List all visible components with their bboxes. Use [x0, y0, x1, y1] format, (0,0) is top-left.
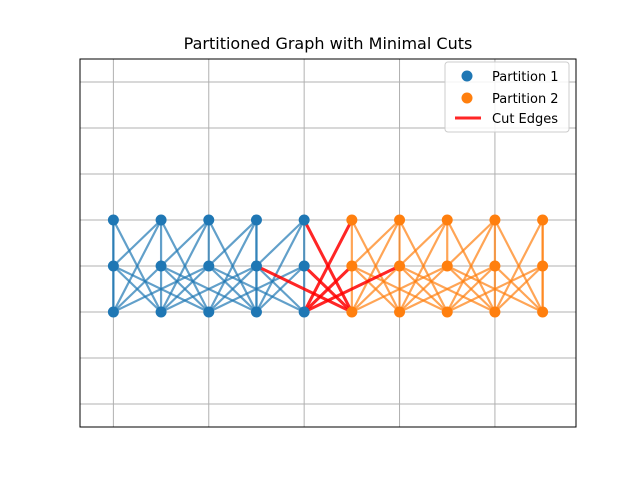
- node-partition-2: [346, 260, 358, 272]
- edge-partition-2: [350, 218, 401, 268]
- node-partition-1: [203, 214, 215, 226]
- edge-layer: [112, 218, 544, 314]
- edge-partition-2: [350, 264, 449, 314]
- node-partition-2: [346, 214, 358, 226]
- edge-partition-2: [350, 264, 401, 314]
- node-partition-1: [155, 214, 167, 226]
- edge-partition-2: [398, 264, 449, 314]
- edge-partition-2: [493, 218, 544, 314]
- node-partition-2: [394, 214, 406, 226]
- edge-partition-1: [159, 264, 258, 314]
- node-partition-2: [394, 306, 406, 318]
- node-partition-1: [155, 306, 167, 318]
- edge-partition-1: [112, 218, 163, 268]
- edge-partition-1: [255, 218, 306, 314]
- node-partition-1: [203, 260, 215, 272]
- node-partition-2: [441, 214, 453, 226]
- node-partition-2: [537, 214, 549, 226]
- edge-partition-1: [112, 264, 163, 314]
- edge-partition-1: [207, 264, 306, 314]
- legend-box: [444, 61, 570, 133]
- edge-partition-1: [255, 218, 306, 268]
- edge-partition-1: [159, 264, 210, 314]
- edge-partition-1: [255, 264, 306, 314]
- edge-partition-1: [207, 264, 258, 314]
- node-partition-1: [107, 214, 119, 226]
- edge-partition-1: [112, 264, 210, 314]
- node-partition-2: [489, 306, 501, 318]
- legend: Partition 1 Partition 2 Cut Edges: [444, 61, 570, 133]
- edge-partition-2: [398, 218, 449, 314]
- node-partition-1: [203, 306, 215, 318]
- edge-partition-1: [159, 218, 210, 314]
- plot-frame: [79, 58, 577, 428]
- node-partition-2: [489, 260, 501, 272]
- node-partition-2: [489, 214, 501, 226]
- edge-partition-2: [493, 264, 544, 314]
- edge-partition-2: [398, 264, 497, 314]
- cut-edge: [302, 264, 402, 314]
- node-partition-2: [394, 260, 406, 272]
- node-partition-2: [441, 306, 453, 318]
- node-partition-2: [537, 306, 549, 318]
- node-partition-1: [250, 260, 262, 272]
- node-partition-1: [250, 214, 262, 226]
- legend-marker-partition-1: [461, 70, 473, 82]
- edge-partition-1: [207, 218, 258, 268]
- edge-partition-2: [446, 264, 544, 314]
- edge-partition-1: [207, 218, 258, 314]
- node-partition-2: [346, 306, 358, 318]
- edge-partition-1: [159, 218, 210, 268]
- edge-partition-2: [398, 218, 449, 268]
- legend-label-partition-1: Partition 1: [492, 70, 559, 85]
- node-partition-1: [298, 214, 310, 226]
- node-partition-1: [298, 260, 310, 272]
- legend-marker-partition-2: [461, 92, 473, 104]
- cut-edge: [254, 264, 354, 314]
- node-partition-2: [537, 260, 549, 272]
- edge-partition-2: [350, 218, 401, 314]
- cut-edge: [302, 264, 354, 314]
- cut-edge: [302, 218, 354, 314]
- node-partition-1: [107, 306, 119, 318]
- legend-label-cut-edges: Cut Edges: [492, 112, 558, 127]
- legend-label-partition-2: Partition 2: [492, 92, 559, 107]
- chart-title: Partitioned Graph with Minimal Cuts: [184, 34, 473, 53]
- node-layer: [107, 214, 549, 318]
- edge-partition-1: [112, 218, 163, 314]
- node-partition-1: [155, 260, 167, 272]
- node-partition-1: [250, 306, 262, 318]
- edge-partition-2: [446, 218, 497, 268]
- node-partition-1: [298, 306, 310, 318]
- edge-partition-2: [446, 218, 497, 314]
- edge-partition-2: [446, 264, 497, 314]
- node-partition-2: [441, 260, 453, 272]
- node-partition-1: [107, 260, 119, 272]
